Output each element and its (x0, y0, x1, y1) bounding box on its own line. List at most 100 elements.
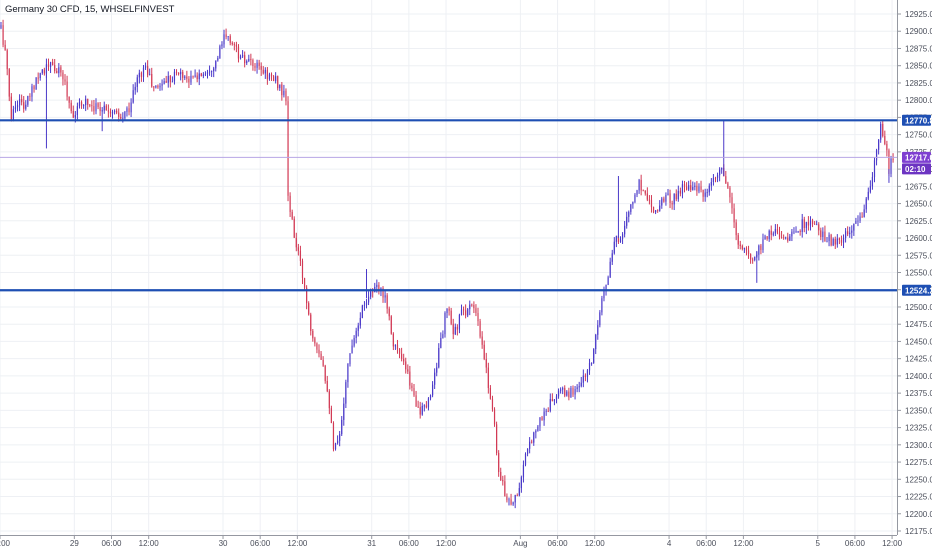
candle-body (795, 231, 797, 232)
candle-body (221, 44, 223, 47)
candle-body (80, 102, 83, 106)
candle-body (326, 380, 328, 392)
candle-body (175, 71, 178, 73)
candle-body (479, 321, 481, 337)
candle-body (272, 76, 275, 81)
candle-body (574, 389, 576, 395)
candle-body (56, 71, 58, 74)
candle-body (21, 99, 23, 103)
price-tick-label: 12325.0 (905, 424, 932, 433)
candle-body (510, 499, 512, 505)
candle-body (47, 64, 50, 67)
symbol-legend[interactable]: Germany 30 CFD, 15, WHSELFINVEST (5, 4, 175, 15)
time-axis[interactable]: 12:00 29 06:00 12:00 30 06:00 12:00 31 06:00 12:0… (0, 535, 903, 548)
candle-body (29, 96, 31, 97)
candle-body (66, 81, 68, 97)
candle-body (747, 250, 750, 254)
candle-body (502, 480, 504, 482)
candle-body (229, 36, 231, 43)
candle-body (27, 96, 29, 105)
candle-body (626, 216, 628, 226)
candle-body (714, 177, 717, 179)
candle-body (760, 245, 762, 251)
candle-body (431, 384, 434, 396)
candle-body (869, 186, 871, 192)
candle-body (867, 191, 869, 199)
time-tick-label: 4 (667, 539, 672, 548)
candle-body (708, 185, 710, 193)
candle-body (595, 334, 597, 350)
candle-body (590, 362, 593, 364)
time-tick-label: 12:00 (287, 539, 308, 548)
candle-body (291, 211, 293, 219)
candle-body (824, 231, 826, 242)
candle-body (493, 409, 496, 425)
candle-body (882, 123, 884, 136)
candle-body (184, 76, 186, 78)
candle-body (182, 71, 184, 78)
candle-body (582, 375, 584, 383)
price-tick-label: 12900.0 (905, 27, 932, 36)
candle-body (345, 382, 347, 404)
candle-body (289, 195, 291, 212)
candle-body (743, 247, 745, 249)
candle-body (74, 115, 76, 118)
candle-body (657, 210, 659, 212)
candle-body (206, 72, 209, 74)
level-price-badge: 12770.8 (905, 116, 932, 125)
candle-body (801, 219, 803, 232)
candle-body (636, 190, 638, 195)
candle-body (871, 176, 874, 187)
current-price-badge-bg (902, 151, 931, 163)
candle-body (35, 77, 37, 90)
candle-body (367, 296, 370, 303)
candle-body (144, 65, 147, 68)
candle-body (692, 186, 694, 190)
candle-body (766, 236, 768, 239)
time-tick-label: 06:00 (250, 539, 271, 548)
time-tick-label: 06:00 (101, 539, 122, 548)
candle-body (386, 295, 388, 309)
price-tick-label: 12450.0 (905, 337, 932, 346)
candle-body (535, 430, 537, 433)
candle-body (91, 105, 93, 107)
candle-body (551, 399, 553, 402)
candle-body (275, 76, 277, 81)
candle-body (613, 241, 615, 254)
price-tick-label: 12800.0 (905, 96, 932, 105)
candle-body (716, 175, 719, 178)
candle-body (105, 105, 107, 111)
candle-body (281, 84, 283, 96)
candle-body (177, 72, 180, 75)
candle-body (33, 86, 35, 90)
candle-body (526, 448, 529, 454)
candle-body (690, 185, 692, 190)
candle-body (355, 330, 357, 338)
candle-body (264, 69, 266, 74)
candle-body (776, 229, 779, 233)
candle-body (303, 277, 306, 288)
candle-body (283, 90, 285, 96)
candle-body (54, 65, 56, 72)
candle-body (124, 111, 126, 119)
horizontal-lines[interactable] (0, 119, 897, 292)
candle-body (43, 69, 45, 74)
candle-body (830, 234, 832, 246)
candle-body (142, 67, 145, 77)
candle-body (487, 367, 489, 389)
candle-body (671, 203, 673, 205)
candle-body (165, 81, 167, 83)
candle-body (409, 371, 411, 386)
price-tick-label: 12425.0 (905, 355, 932, 364)
candle-body (844, 231, 847, 238)
candle-body (116, 110, 118, 113)
candle-body (301, 260, 304, 278)
candle-body (403, 358, 405, 362)
candle-body (297, 247, 299, 251)
candle-body (524, 453, 527, 465)
candle-body (438, 347, 440, 368)
candle-body (316, 343, 318, 350)
candle-body (793, 231, 795, 233)
candle-body (537, 426, 539, 431)
